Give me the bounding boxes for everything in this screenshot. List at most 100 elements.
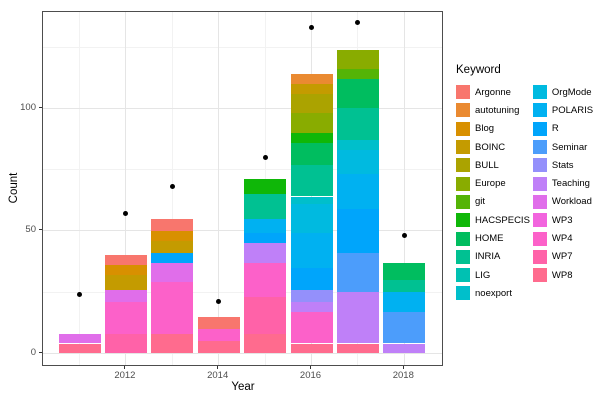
bar-segment-2016-INRIA bbox=[290, 164, 333, 197]
legend-item: WP3 bbox=[532, 211, 593, 229]
legend-swatch bbox=[532, 103, 547, 118]
legend-item-label: Europe bbox=[475, 178, 506, 190]
y-gridline-major bbox=[43, 107, 442, 109]
legend-item-label: INRIA bbox=[475, 251, 501, 263]
legend-swatch bbox=[532, 121, 547, 136]
bar-segment-2018-INRIA bbox=[383, 279, 426, 293]
legend-item: noexport bbox=[456, 284, 530, 302]
legend-swatch bbox=[532, 249, 547, 264]
legend-item-label: HACSPECIS bbox=[475, 214, 530, 226]
bar-segment-2011-Workload bbox=[58, 333, 101, 344]
legend-item: WP8 bbox=[532, 266, 593, 284]
bar-segment-2015-WP8 bbox=[244, 333, 287, 354]
x-axis-title: Year bbox=[231, 381, 255, 393]
legend-item: HACSPECIS bbox=[456, 211, 530, 229]
bar-segment-2013-Workload bbox=[151, 262, 194, 283]
bar-segment-2018-Seminar bbox=[383, 311, 426, 344]
total-count-dot bbox=[309, 24, 314, 30]
y-gridline-major bbox=[43, 230, 442, 232]
y-tick-mark bbox=[39, 106, 42, 108]
total-count-dot bbox=[262, 154, 268, 160]
bar-segment-2015-R bbox=[244, 233, 287, 244]
x-gridline-major bbox=[125, 12, 127, 365]
total-count-dot bbox=[169, 184, 175, 190]
y-axis-title: Count bbox=[8, 172, 20, 204]
legend-item-label: R bbox=[551, 123, 559, 135]
bar-segment-2016-Stats bbox=[290, 289, 333, 302]
bar-segment-2016-HACSPECIS bbox=[290, 132, 333, 143]
legend-item-label: Teaching bbox=[551, 178, 590, 190]
legend-item: Workload bbox=[532, 193, 593, 211]
x-tick-label: 2012 bbox=[114, 370, 136, 381]
bar-segment-2013-BOINC bbox=[151, 240, 194, 253]
bar-segment-2015-WP7 bbox=[244, 296, 287, 334]
legend-item: Argonne bbox=[456, 83, 530, 101]
bar-segment-2017-Europe bbox=[336, 49, 379, 70]
legend-swatch bbox=[456, 194, 470, 209]
bar-segment-2018-HOME bbox=[383, 262, 426, 280]
bar-segment-2014-WP8 bbox=[197, 341, 240, 354]
legend-item: Blog bbox=[456, 120, 530, 138]
legend-swatch bbox=[532, 176, 547, 191]
legend-swatch bbox=[456, 176, 470, 191]
legend-swatch bbox=[456, 103, 470, 118]
legend-item-label: noexport bbox=[475, 287, 512, 299]
y-gridline-major bbox=[43, 352, 442, 354]
legend-item-label: autotuning bbox=[475, 104, 520, 116]
bar-segment-2016-BOINC bbox=[290, 83, 333, 94]
bar-segment-2014-WP4 bbox=[197, 328, 240, 342]
legend-swatch bbox=[456, 231, 470, 246]
bar-segment-2012-WP7 bbox=[104, 333, 147, 354]
bar-segment-2017-R bbox=[336, 208, 379, 253]
bar-segment-2015-Teaching bbox=[244, 243, 287, 263]
x-tick-mark bbox=[124, 366, 126, 369]
total-count-dot bbox=[123, 211, 129, 217]
legend-item-label: WP4 bbox=[551, 233, 573, 245]
bar-segment-2013-Blog bbox=[151, 230, 194, 241]
legend-swatch bbox=[456, 213, 470, 228]
legend-item: INRIA bbox=[456, 248, 530, 266]
bar-segment-2017-git bbox=[336, 69, 379, 79]
bar-segment-2016-OrgMode bbox=[290, 203, 333, 234]
bar-segment-2015-WP4 bbox=[244, 262, 287, 297]
bar-segment-2012-BOINC bbox=[104, 274, 147, 290]
legend-item: WP7 bbox=[532, 248, 593, 266]
bar-segment-2018-POLARIS bbox=[383, 292, 426, 312]
legend-swatch bbox=[456, 140, 470, 155]
legend-title: Keyword bbox=[456, 64, 501, 76]
bar-segment-2012-WP4 bbox=[104, 301, 147, 334]
legend-item: Europe bbox=[456, 174, 530, 192]
legend-item: LIG bbox=[456, 266, 530, 284]
bar-segment-2017-WP8 bbox=[336, 343, 379, 354]
bar-segment-2018-Teaching bbox=[383, 343, 426, 354]
legend-swatch bbox=[456, 121, 470, 136]
legend-swatch bbox=[456, 286, 470, 301]
legend-item-label: Argonne bbox=[475, 86, 511, 98]
legend-item-label: HOME bbox=[475, 233, 504, 245]
bar-segment-2013-R bbox=[151, 252, 194, 263]
bar-segment-2016-BULL bbox=[290, 93, 333, 114]
legend-item: HOME bbox=[456, 229, 530, 247]
legend-swatch bbox=[532, 85, 547, 100]
y-gridline-minor bbox=[43, 169, 442, 171]
legend-swatch bbox=[456, 85, 470, 100]
legend-item: Stats bbox=[532, 156, 593, 174]
total-count-dot bbox=[77, 292, 82, 297]
bar-segment-2016-WP8 bbox=[290, 343, 333, 354]
plot-panel bbox=[42, 11, 443, 366]
total-count-dot bbox=[216, 299, 222, 305]
x-tick-label: 2014 bbox=[207, 370, 229, 381]
legend-item-label: WP7 bbox=[551, 251, 573, 263]
bar-segment-2016-autotuning bbox=[290, 74, 333, 84]
y-tick-label: 100 bbox=[20, 101, 36, 113]
bar-segment-2017-Seminar bbox=[336, 252, 379, 293]
bar-segment-2016-R bbox=[290, 267, 333, 290]
legend-item-label: BOINC bbox=[475, 141, 506, 153]
legend-item: OrgMode bbox=[532, 83, 593, 101]
bar-segment-2013-WP8 bbox=[151, 333, 194, 354]
bar-segment-2017-HOME bbox=[336, 78, 379, 109]
legend-item-label: Stats bbox=[551, 159, 574, 171]
legend-item: Teaching bbox=[532, 174, 593, 192]
total-count-dot bbox=[401, 233, 407, 239]
